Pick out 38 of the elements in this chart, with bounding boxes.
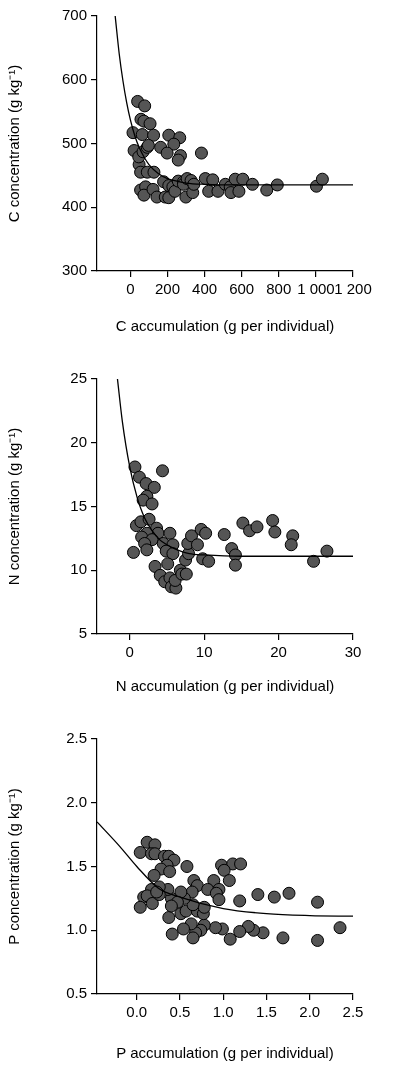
x-tick-label: 10 bbox=[195, 643, 213, 661]
x-tick-label: 1.5 bbox=[256, 1003, 277, 1021]
y-axis-title: P concentration (g kg⁻¹) bbox=[5, 788, 23, 945]
y-tick-label: 1.0 bbox=[66, 920, 87, 938]
x-tick-label: 0.5 bbox=[169, 1003, 191, 1021]
y-axis-title: C concentration (g kg⁻¹) bbox=[5, 64, 23, 223]
x-tick-label: 0 bbox=[126, 280, 135, 298]
y-tick-label: 15 bbox=[70, 496, 87, 514]
x-axis-title: C accumulation (g per individual) bbox=[115, 317, 335, 335]
y-tick-label: 500 bbox=[61, 133, 87, 151]
y-tick-label: 300 bbox=[61, 261, 87, 279]
y-tick-label: 0.5 bbox=[66, 984, 87, 1002]
y-tick-label: 5 bbox=[78, 624, 87, 642]
y-tick-label: 700 bbox=[61, 6, 87, 24]
x-tick-label: 1 000 bbox=[297, 280, 335, 298]
x-tick-label: 200 bbox=[154, 280, 181, 298]
y-tick-label: 2.5 bbox=[66, 729, 87, 747]
y-tick-label: 400 bbox=[61, 197, 87, 215]
x-tick-label: 400 bbox=[192, 280, 218, 298]
x-tick-label: 30 bbox=[344, 643, 362, 661]
x-tick-label: 20 bbox=[270, 643, 287, 661]
x-tick-label: 1.0 bbox=[212, 1003, 234, 1021]
y-axis-title: N concentration (g kg⁻¹) bbox=[5, 427, 23, 586]
x-tick-label: 0.0 bbox=[126, 1003, 148, 1021]
y-tick-label: 25 bbox=[70, 369, 87, 387]
x-axis-title: P accumulation (g per individual) bbox=[116, 1044, 334, 1062]
x-tick-label: 600 bbox=[229, 280, 255, 298]
x-tick-label: 1 200 bbox=[334, 280, 372, 298]
x-tick-label: 2.5 bbox=[342, 1003, 364, 1021]
y-tick-label: 10 bbox=[70, 560, 87, 578]
y-tick-label: 1.5 bbox=[66, 856, 87, 874]
x-tick-label: 2.0 bbox=[299, 1003, 321, 1021]
x-tick-label: 0 bbox=[125, 643, 134, 661]
y-tick-label: 20 bbox=[70, 432, 87, 450]
y-tick-label: 600 bbox=[61, 69, 87, 87]
x-axis-title: N accumulation (g per individual) bbox=[115, 677, 335, 695]
y-tick-label: 2.0 bbox=[66, 792, 87, 810]
x-tick-label: 800 bbox=[266, 280, 292, 298]
